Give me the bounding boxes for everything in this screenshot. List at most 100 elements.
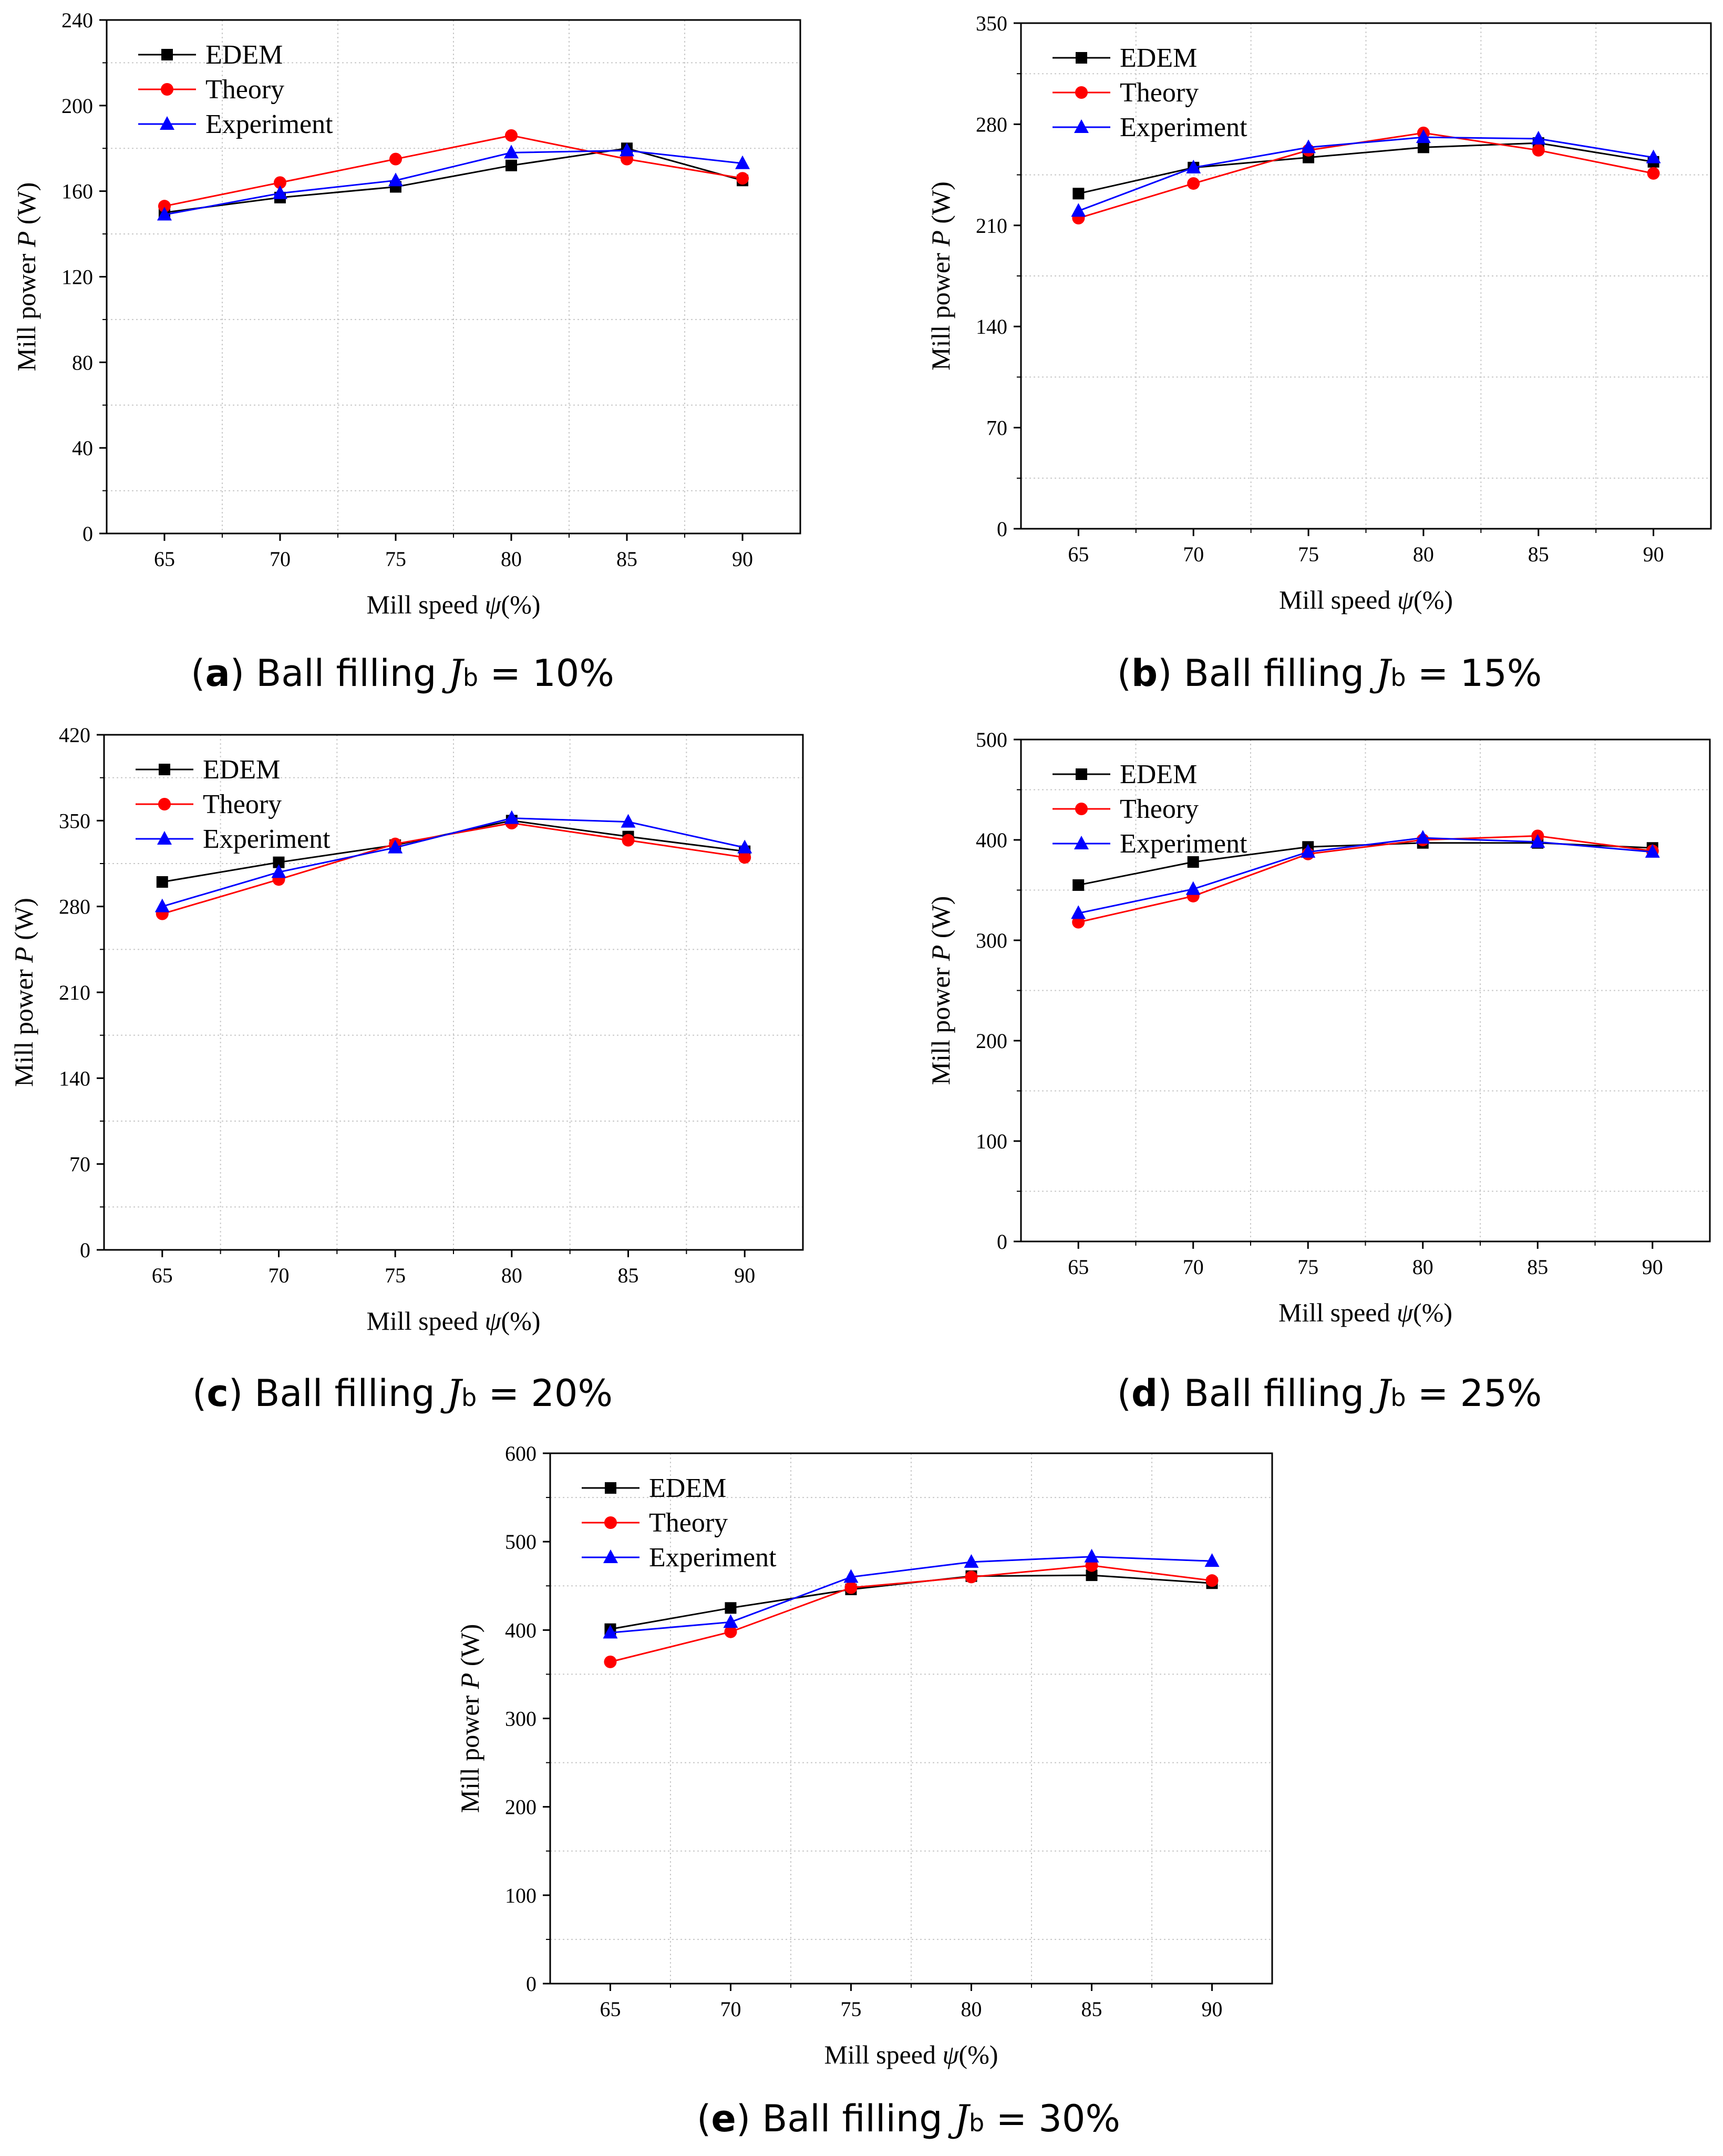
x-tick-label: 80 (961, 1997, 982, 2021)
x-tick-label: 80 (501, 547, 522, 571)
data-point-experiment (964, 1554, 979, 1568)
caption-close-paren: ) (736, 2097, 762, 2140)
data-point-experiment (620, 142, 635, 157)
x-axis-title-unit: (%) (1413, 1298, 1452, 1327)
y-tick-label: 0 (997, 517, 1007, 541)
y-axis-title-unit: (W) (9, 898, 38, 947)
data-point-experiment (1071, 905, 1086, 919)
data-point-theory (738, 851, 751, 864)
series-line-edem (610, 1574, 1212, 1630)
legend-marker-experiment (603, 1549, 618, 1563)
x-tick-label: 65 (152, 1264, 173, 1287)
series-line-experiment (1078, 136, 1654, 212)
data-point-experiment (272, 185, 287, 199)
x-tick-label: 65 (1068, 542, 1089, 566)
legend-label-edem: EDEM (203, 755, 280, 785)
y-axis-title-label: Mill power (9, 963, 38, 1087)
data-point-experiment (504, 810, 519, 824)
data-point-experiment (1530, 834, 1545, 848)
legend-marker-theory (1075, 803, 1088, 815)
y-axis-title: Mill power P (W) (455, 1624, 484, 1813)
x-tick-label: 80 (1413, 542, 1434, 566)
data-point-experiment (1185, 881, 1201, 895)
legend-marker-edem (1076, 768, 1087, 780)
y-tick-label: 350 (976, 12, 1007, 35)
caption-open-paren: ( (1117, 652, 1131, 695)
caption-letter: a (205, 652, 230, 695)
series-line-theory (1078, 835, 1653, 923)
caption-letter: c (207, 1372, 229, 1415)
y-axis-title-unit: (W) (455, 1624, 484, 1673)
legend-marker-edem (1076, 52, 1087, 64)
caption-value: = 30% (984, 2097, 1120, 2140)
data-point-edem (725, 1602, 737, 1614)
x-axis-title-symbol: ψ (1397, 585, 1414, 614)
data-point-experiment (723, 1614, 738, 1628)
data-point-experiment (154, 898, 170, 912)
x-tick-label: 75 (385, 547, 406, 571)
x-tick-label: 80 (501, 1264, 522, 1287)
data-point-experiment (388, 839, 403, 854)
data-point-experiment (388, 172, 403, 187)
y-axis-title-label: Mill power (455, 1689, 484, 1813)
caption-open-paren: ( (191, 652, 205, 695)
x-axis-title: Mill speed ψ(%) (367, 590, 541, 619)
legend-marker-edem (159, 764, 170, 775)
x-tick-label: 75 (840, 1997, 861, 2021)
caption-open-paren: ( (697, 2097, 711, 2140)
data-point-theory (724, 1625, 737, 1638)
caption-letter: b (1131, 652, 1158, 695)
x-axis-title-unit: (%) (959, 2040, 998, 2069)
data-point-theory (1205, 1574, 1219, 1587)
data-point-experiment (735, 155, 750, 169)
y-axis-title-unit: (W) (926, 896, 955, 945)
data-point-theory (965, 1570, 978, 1584)
x-tick-label: 90 (1643, 542, 1664, 566)
caption-close-paren: ) (229, 1372, 255, 1415)
legend-label-theory: Theory (205, 75, 284, 105)
data-point-edem (1417, 141, 1429, 153)
grid (107, 20, 800, 533)
y-axis-title-label: Mill power (12, 247, 41, 371)
grid (1021, 740, 1710, 1241)
legend: EDEM Theory Experiment (136, 755, 331, 854)
legend-label-experiment: Experiment (1120, 829, 1247, 859)
x-axis-title-symbol: ψ (484, 1306, 501, 1336)
x-tick-label: 85 (1081, 1997, 1102, 2021)
y-tick-label: 0 (80, 1238, 90, 1262)
legend-marker-theory (158, 798, 171, 810)
y-tick-label: 80 (72, 351, 93, 374)
panel-caption: (d) Ball filling Jb = 25% (1117, 1372, 1542, 1415)
caption-subscript: b (463, 663, 478, 692)
x-tick-label: 75 (1298, 542, 1319, 566)
legend-marker-edem (605, 1482, 616, 1494)
legend: EDEM Theory Experiment (582, 1473, 777, 1573)
legend-label-experiment: Experiment (649, 1543, 777, 1573)
caption-letter: d (1131, 1372, 1158, 1415)
legend-label-experiment: Experiment (205, 109, 333, 139)
y-tick-label: 210 (59, 981, 90, 1004)
x-axis-title: Mill speed ψ(%) (1279, 585, 1453, 614)
y-tick-label: 200 (505, 1795, 536, 1819)
x-axis-title-unit: (%) (1414, 585, 1453, 614)
panel-caption: (a) Ball filling Jb = 10% (191, 652, 614, 695)
legend-marker-experiment (160, 116, 174, 130)
chart-panel-d: 0 100 200 300 400 500 65 70 75 80 85 90 Mill speed ψ… (926, 728, 1711, 1415)
caption-open-paren: ( (192, 1372, 207, 1415)
y-axis-title-symbol: P (455, 1673, 484, 1690)
x-tick-label: 65 (1068, 1255, 1089, 1279)
data-point-edem (1072, 188, 1085, 200)
x-tick-label: 80 (1412, 1255, 1433, 1279)
legend: EDEM Theory Experiment (1053, 43, 1247, 142)
y-tick-label: 0 (526, 1972, 536, 1996)
data-point-edem (1187, 856, 1199, 868)
x-tick-label: 90 (734, 1264, 755, 1287)
caption-value: = 10% (478, 652, 614, 695)
data-point-experiment (504, 145, 519, 159)
data-point-experiment (843, 1569, 859, 1583)
grid (104, 735, 803, 1250)
y-tick-label: 70 (69, 1153, 90, 1176)
y-tick-label: 280 (59, 895, 90, 919)
legend: EDEM Theory Experiment (138, 40, 333, 139)
chart-panel-e: 0 100 200 300 400 500 600 65 70 75 80 85 90 Mill spee… (455, 1442, 1273, 2140)
